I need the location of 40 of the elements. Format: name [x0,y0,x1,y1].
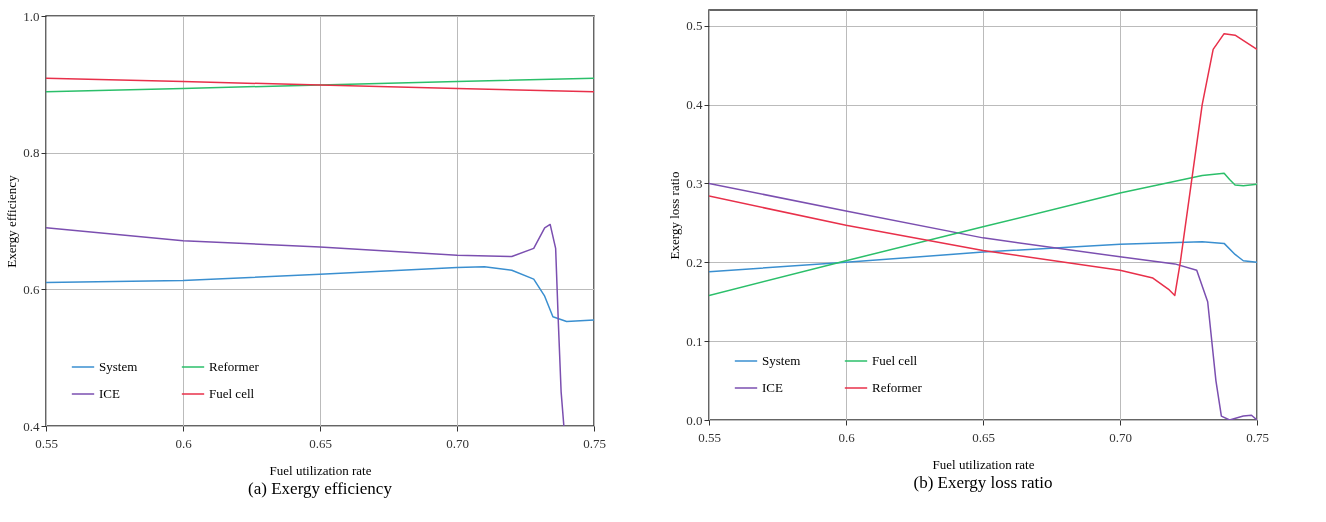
y-tick-label: 0.8 [23,145,40,161]
line-series [709,32,1257,297]
x-axis-title: Fuel utilization rate [269,462,372,478]
legend-label: Reformer [872,380,923,395]
legend-label: Reformer [209,359,260,374]
text: (a) Exergy efficiency [248,479,393,498]
text: (b) Exergy loss ratio [913,473,1053,492]
legend-label: ICE [762,380,783,395]
x-tick-label: 0.70 [1109,429,1132,445]
x-tick-label: 0.70 [446,435,469,451]
y-tick-label: 0.2 [686,254,703,270]
line-series [46,223,565,426]
y-tick-label: 1.0 [23,8,40,24]
y-tick-label: 0.3 [686,175,703,191]
y-tick-label: 0.1 [686,333,703,349]
y-axis-title: Exergy loss ratio [667,171,683,260]
y-tick-label: 0.5 [686,18,703,34]
x-axis-title: Fuel utilization rate [932,456,1035,472]
line-series [46,77,594,93]
x-tick-label: 0.55 [698,429,721,445]
line-series [46,266,594,323]
y-tick-label: 0.6 [23,281,40,297]
x-tick-label: 0.65 [309,435,332,451]
y-tick-label: 0.4 [23,418,40,434]
x-tick-label: 0.55 [35,435,58,451]
legend-label: Fuel cell [209,386,255,401]
y-tick-label: 0.0 [686,412,703,428]
x-tick-label: 0.6 [175,435,193,451]
line-series [709,172,1257,297]
line-series [709,241,1257,273]
x-tick-label: 0.75 [583,435,606,451]
x-tick-label: 0.6 [838,429,856,445]
x-tick-label: 0.65 [972,429,995,445]
y-axis-title: Exergy efficiency [4,174,20,268]
legend-label: System [762,353,801,368]
legend-label: ICE [99,386,120,401]
legend-label: System [99,359,138,374]
y-tick-label: 0.4 [686,97,703,113]
x-tick-label: 0.75 [1246,429,1269,445]
legend-label: Fuel cell [872,353,918,368]
